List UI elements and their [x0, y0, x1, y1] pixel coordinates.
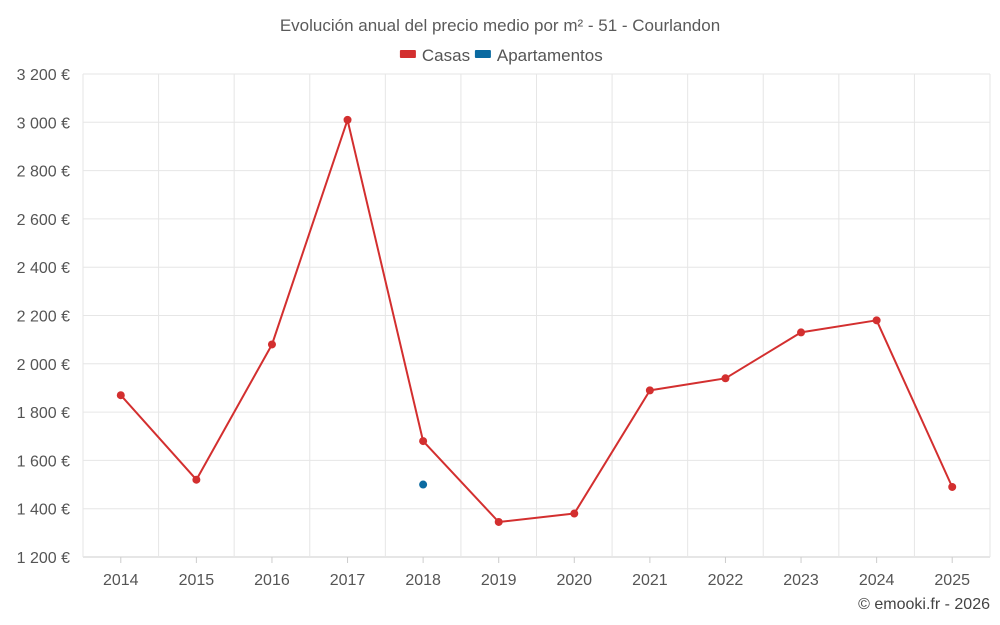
data-point-casas[interactable] — [721, 374, 730, 383]
legend-swatch-apartamentos — [474, 50, 491, 58]
legend-item-apartamentos[interactable]: Apartamentos — [474, 46, 603, 65]
y-tick-label: 2 200 € — [17, 309, 70, 326]
series-layer — [116, 115, 957, 526]
data-point-casas[interactable] — [116, 391, 125, 400]
y-tick-label: 3 200 € — [17, 67, 70, 84]
series-line-casas — [120, 118, 954, 523]
data-point-apartamentos[interactable] — [419, 480, 428, 489]
legend-label-apartamentos: Apartamentos — [497, 46, 603, 65]
data-point-casas[interactable] — [570, 509, 579, 518]
y-tick-label: 1 200 € — [17, 550, 70, 567]
data-point-casas[interactable] — [645, 386, 654, 395]
data-point-casas[interactable] — [494, 517, 503, 526]
y-tick-label: 1 800 € — [17, 405, 70, 422]
y-tick-label: 2 400 € — [17, 260, 70, 277]
chart-legend[interactable]: Casas Apartamentos — [399, 46, 603, 65]
y-tick-label: 3 000 € — [17, 115, 70, 132]
data-point-casas[interactable] — [872, 316, 881, 325]
x-tick-label: 2022 — [708, 572, 744, 589]
y-tick-label: 2 800 € — [17, 164, 70, 181]
y-tick-label: 2 600 € — [17, 212, 70, 229]
x-tick-label: 2025 — [934, 572, 970, 589]
data-point-casas[interactable] — [192, 475, 201, 484]
x-axis: 2014 2015 2016 2017 2018 2019 2020 2021 2022 2023… — [103, 557, 970, 589]
x-tick-label: 2017 — [330, 572, 366, 589]
x-tick-label: 2015 — [179, 572, 215, 589]
x-tick-label: 2014 — [103, 572, 139, 589]
x-tick-label: 2016 — [254, 572, 290, 589]
grid-lines — [82, 73, 991, 558]
x-tick-label: 2024 — [859, 572, 895, 589]
y-tick-label: 1 600 € — [17, 453, 70, 470]
x-tick-label: 2019 — [481, 572, 517, 589]
legend-item-casas[interactable]: Casas — [399, 46, 470, 65]
data-point-casas[interactable] — [948, 482, 957, 491]
x-tick-label: 2018 — [405, 572, 441, 589]
data-point-casas[interactable] — [797, 328, 806, 337]
chart-title: Evolución anual del precio medio por m² … — [280, 16, 720, 35]
credit-text: © emooki.fr - 2026 — [858, 596, 990, 613]
data-point-casas[interactable] — [267, 340, 276, 349]
x-tick-label: 2020 — [556, 572, 592, 589]
y-axis: 1 200 € 1 400 € 1 600 € 1 800 € 2 000 € 2 200… — [17, 67, 70, 567]
y-tick-label: 2 000 € — [17, 357, 70, 374]
x-tick-label: 2023 — [783, 572, 819, 589]
data-point-casas[interactable] — [343, 115, 352, 124]
legend-label-casas: Casas — [422, 46, 470, 65]
x-tick-label: 2021 — [632, 572, 668, 589]
y-tick-label: 1 400 € — [17, 502, 70, 519]
legend-swatch-casas — [399, 50, 416, 58]
data-point-casas[interactable] — [419, 437, 428, 446]
